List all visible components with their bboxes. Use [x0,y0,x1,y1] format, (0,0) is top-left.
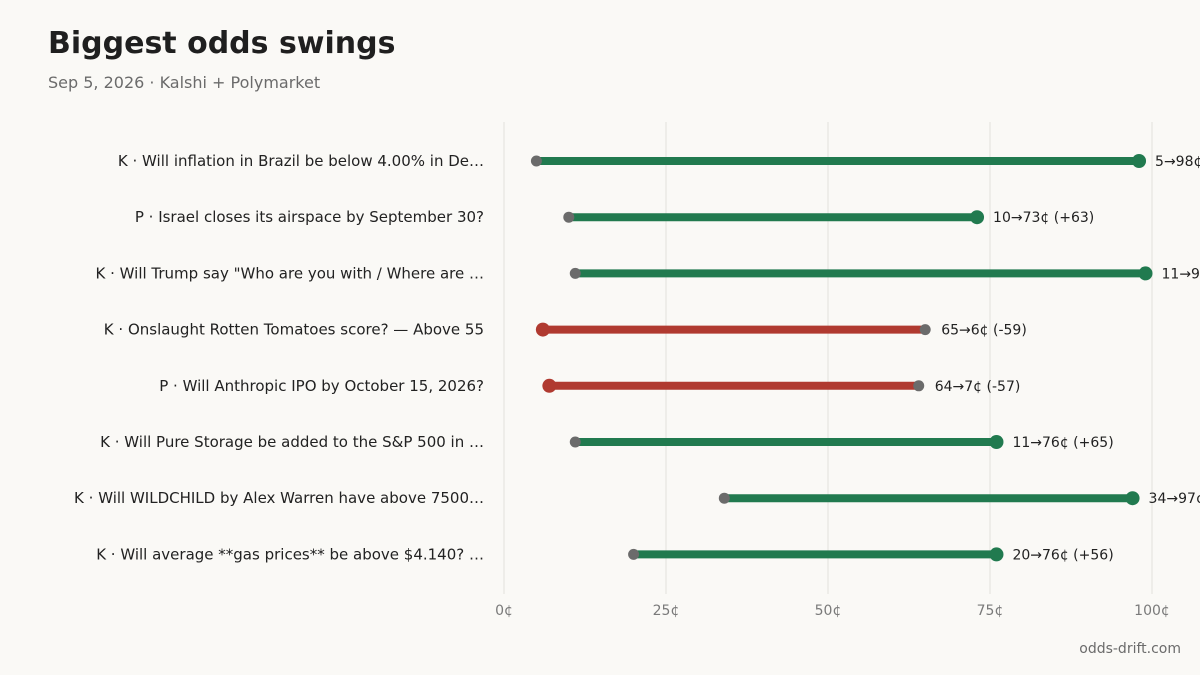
row-label: K · Will Trump say "Who are you with / W… [96,264,484,282]
swing-annotation: 5→98¢ (+93) [1155,154,1200,170]
end-dot [989,435,1004,449]
row-label: K · Will average **gas prices** be above… [96,545,484,563]
start-dot [718,492,730,504]
start-dot [913,380,925,392]
end-dot [1125,491,1140,506]
end-dot [989,547,1004,562]
chart-rows: K · Will inflation in Brazil be below 4.… [74,152,1200,563]
row-label: K · Onslaught Rotten Tomatoes score? — A… [104,321,484,339]
swing-annotation: 34→97¢ (+63) [1149,491,1200,507]
chart-row: K · Will WILDCHILD by Alex Warren have a… [74,489,1200,507]
x-tick-label: 75¢ [977,603,1004,619]
x-tick-label: 25¢ [653,603,680,619]
chart-row: K · Will Pure Storage be added to the S&… [100,433,1114,451]
x-axis: 0¢ 25¢ 50¢ 75¢ 100¢ [495,603,1170,619]
chart-row: K · Will Trump say "Who are you with / W… [96,264,1200,282]
row-label: P · Will Anthropic IPO by October 15, 20… [159,377,484,395]
chart-row: P · Will Anthropic IPO by October 15, 20… [159,377,1020,395]
start-dot [563,211,575,223]
chart-row: K · Onslaught Rotten Tomatoes score? — A… [104,321,1027,339]
x-tick-label: 50¢ [815,603,842,619]
end-dot [1132,154,1147,168]
start-dot [569,267,581,279]
chart-row: K · Will average **gas prices** be above… [96,545,1113,563]
start-dot [919,324,931,336]
start-dot [569,436,581,448]
row-label: K · Will Pure Storage be added to the S&… [100,433,484,451]
chart-row: K · Will inflation in Brazil be below 4.… [118,152,1200,170]
swing-annotation: 10→73¢ (+63) [993,210,1094,226]
swing-annotation: 65→6¢ (-59) [941,323,1027,339]
row-label: K · Will WILDCHILD by Alex Warren have a… [74,489,484,507]
end-dot [970,210,985,225]
swing-annotation: 20→76¢ (+56) [1012,547,1113,563]
end-dot [542,378,557,393]
start-dot [628,548,640,560]
start-dot [530,155,542,167]
end-dot [535,322,550,337]
swing-annotation: 11→76¢ (+65) [1012,435,1113,451]
chart-title: Biggest odds swings [48,26,396,61]
x-tick-label: 100¢ [1134,603,1170,619]
chart-subtitle: Sep 5, 2026 · Kalshi + Polymarket [48,73,321,92]
swing-annotation: 64→7¢ (-57) [935,379,1021,395]
row-label: P · Israel closes its airspace by Septem… [135,208,484,226]
source-footer: odds-drift.com [1079,641,1181,657]
grid-lines [503,122,1153,594]
swing-annotation: 11→99¢ (+88) [1162,266,1200,282]
end-dot [1138,266,1153,281]
row-label: K · Will inflation in Brazil be below 4.… [118,152,484,170]
chart-row: P · Israel closes its airspace by Septem… [135,208,1094,226]
x-tick-label: 0¢ [495,603,513,619]
